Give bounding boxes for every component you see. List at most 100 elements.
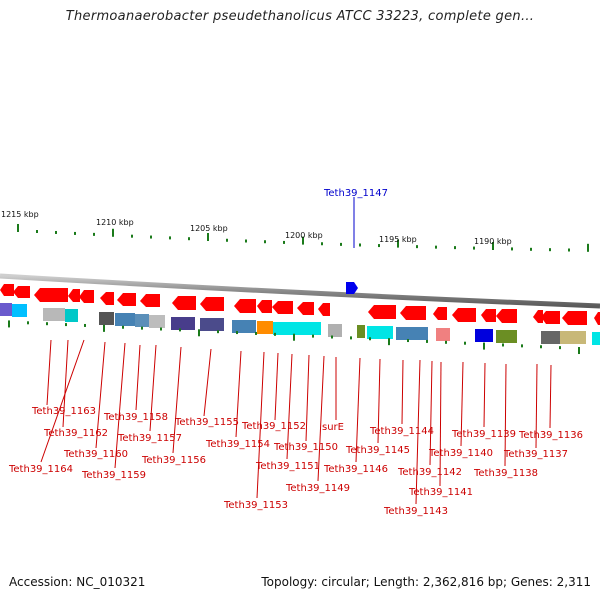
gene-label[interactable]: Teth39_1151 (255, 461, 320, 472)
topology-text: Topology: circular; Length: 2,362,816 bp… (261, 575, 591, 589)
gene-arrow[interactable] (68, 289, 80, 302)
gene-label[interactable]: Teth39_1159 (81, 470, 146, 481)
gene-label[interactable]: Teth39_1157 (117, 433, 182, 444)
gene-label[interactable]: Teth39_1145 (345, 445, 410, 456)
gene-arrow[interactable] (0, 284, 14, 296)
gene-arrow[interactable] (117, 293, 136, 306)
leader-line (415, 359, 421, 505)
gene-label[interactable]: Teth39_1138 (473, 468, 538, 479)
function-block[interactable] (135, 314, 149, 327)
function-block[interactable] (0, 303, 12, 316)
function-blocks (0, 303, 600, 345)
leader-line (203, 348, 212, 417)
function-block[interactable] (171, 317, 195, 330)
gene-label[interactable]: Teth39_1153 (223, 500, 288, 511)
function-block[interactable] (43, 308, 65, 321)
leader-line (46, 339, 52, 406)
gene-arrow[interactable] (100, 292, 114, 305)
leader-line (355, 357, 361, 463)
map-title: Thermoanaerobacter pseudethanolicus ATCC… (65, 9, 535, 24)
function-block[interactable] (560, 331, 586, 344)
gene-arrow[interactable] (368, 305, 396, 319)
leader-line (549, 364, 552, 429)
gene-label[interactable]: Teth39_1144 (369, 426, 434, 437)
gene-label[interactable]: Teth39_1140 (428, 448, 493, 459)
function-block[interactable] (541, 331, 560, 344)
leader-line (62, 339, 69, 428)
function-block[interactable] (396, 327, 428, 340)
gene-arrow[interactable] (13, 286, 30, 298)
gene-label[interactable]: Teth39_1154 (205, 439, 270, 450)
function-block[interactable] (200, 318, 224, 331)
gene-label[interactable]: Teth39_1150 (273, 442, 338, 453)
gene-label[interactable]: Teth39_1143 (383, 506, 448, 517)
leader-line (135, 344, 141, 411)
gene-arrow[interactable] (318, 303, 330, 316)
gene-label[interactable]: Teth39_1164 (8, 464, 73, 475)
function-block[interactable] (592, 332, 600, 345)
scale-label-1215: 1215 kbp (1, 210, 39, 219)
function-block[interactable] (115, 313, 135, 326)
leader-line (429, 360, 433, 466)
gene-label[interactable]: Teth39_1158 (103, 412, 168, 423)
gene-arrow[interactable] (594, 312, 600, 325)
gene-label[interactable]: Teth39_1141 (408, 487, 473, 498)
gene-arrow-teth39-1147[interactable] (346, 282, 358, 294)
gene-arrow[interactable] (79, 290, 94, 303)
function-block[interactable] (12, 304, 27, 317)
leader-line (317, 355, 325, 482)
gene-label[interactable]: surE (322, 422, 344, 433)
leader-line (256, 351, 265, 499)
gene-label[interactable]: Teth39_1139 (451, 429, 516, 440)
selected-gene-label[interactable]: Teth39_1147 (323, 188, 388, 199)
leader-line (439, 361, 442, 487)
leader-line (377, 358, 381, 444)
gene-arrow[interactable] (200, 297, 224, 311)
gene-arrow[interactable] (433, 307, 447, 320)
gene-arrow[interactable] (541, 311, 560, 324)
reverse-strand-genes (0, 284, 600, 325)
function-block[interactable] (257, 321, 273, 334)
gene-label[interactable]: Teth39_1156 (141, 455, 206, 466)
gene-arrow[interactable] (496, 309, 517, 323)
function-block[interactable] (65, 309, 78, 322)
function-block[interactable] (367, 326, 393, 339)
scale-label-1210: 1210 kbp (96, 218, 134, 227)
gene-label[interactable]: Teth39_1152 (241, 421, 306, 432)
function-block[interactable] (273, 322, 321, 335)
scale-label-1195: 1195 kbp (379, 235, 417, 244)
function-block[interactable] (99, 312, 114, 325)
leader-line (286, 353, 293, 460)
gene-arrow[interactable] (140, 294, 160, 307)
gene-label[interactable]: Teth39_1137 (503, 449, 568, 460)
function-block[interactable] (232, 320, 256, 333)
gene-arrow[interactable] (172, 296, 196, 310)
function-block[interactable] (357, 325, 365, 338)
gene-arrow[interactable] (452, 308, 476, 322)
gene-arrow[interactable] (234, 299, 256, 313)
gene-arrow[interactable] (400, 306, 426, 320)
gene-label[interactable]: Teth39_1149 (285, 483, 350, 494)
gene-arrow[interactable] (34, 288, 68, 302)
gene-arrow[interactable] (257, 300, 272, 313)
gene-arrow[interactable] (481, 309, 496, 322)
gene-label[interactable]: Teth39_1162 (43, 428, 108, 439)
gene-label[interactable]: Teth39_1163 (31, 406, 96, 417)
gene-label[interactable]: Teth39_1136 (518, 430, 583, 441)
gene-label[interactable]: Teth39_1142 (397, 467, 462, 478)
leader-line (274, 352, 279, 421)
function-block[interactable] (328, 324, 342, 337)
gene-label[interactable]: Teth39_1160 (63, 449, 128, 460)
gene-label[interactable]: Teth39_1155 (174, 417, 239, 428)
gene-arrow[interactable] (533, 310, 543, 323)
function-block[interactable] (496, 330, 517, 343)
gene-label[interactable]: Teth39_1146 (323, 464, 388, 475)
gene-arrow[interactable] (562, 311, 587, 325)
gene-arrow[interactable] (297, 302, 314, 315)
scale-labels: 1215 kbp 1210 kbp 1205 kbp 1200 kbp 1195… (1, 210, 512, 246)
function-block[interactable] (436, 328, 450, 341)
function-block[interactable] (475, 329, 493, 342)
function-block[interactable] (149, 315, 165, 328)
gene-arrow[interactable] (272, 301, 293, 314)
